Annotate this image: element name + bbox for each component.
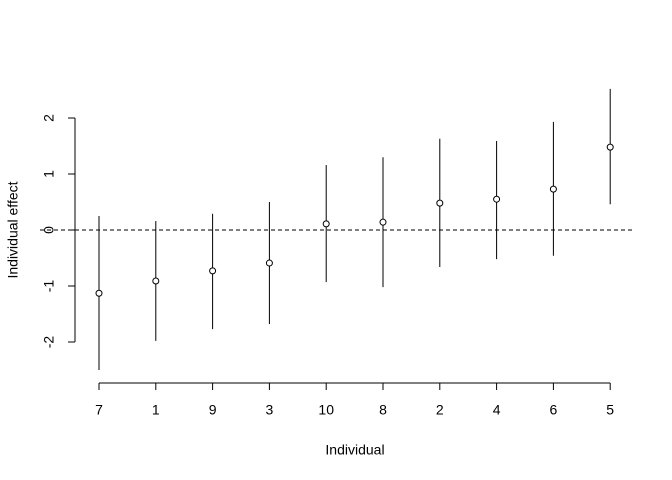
point [549, 185, 557, 193]
y-tick-label: 1 [41, 170, 57, 178]
y-tick-label: -2 [41, 336, 57, 349]
y-tick-label: 2 [41, 114, 57, 122]
y-axis-label: Individual effect [5, 181, 21, 278]
x-tick-label: 4 [493, 402, 501, 418]
x-tick-label: 6 [550, 402, 558, 418]
x-tick-label: 10 [318, 402, 334, 418]
point [209, 267, 217, 275]
point [493, 195, 501, 203]
x-tick-label: 7 [95, 402, 103, 418]
point [322, 220, 330, 228]
x-tick-label: 1 [152, 402, 160, 418]
y-tick-label: -1 [41, 280, 57, 293]
point [265, 259, 273, 267]
point [152, 277, 160, 285]
x-tick-label: 2 [436, 402, 444, 418]
point [436, 199, 444, 207]
point [379, 218, 387, 226]
x-tick-label: 5 [606, 402, 614, 418]
point [95, 289, 103, 297]
point [606, 143, 614, 151]
x-tick-label: 9 [209, 402, 217, 418]
x-tick-label: 8 [379, 402, 387, 418]
x-axis-label: Individual [325, 442, 384, 458]
x-tick-label: 3 [266, 402, 274, 418]
